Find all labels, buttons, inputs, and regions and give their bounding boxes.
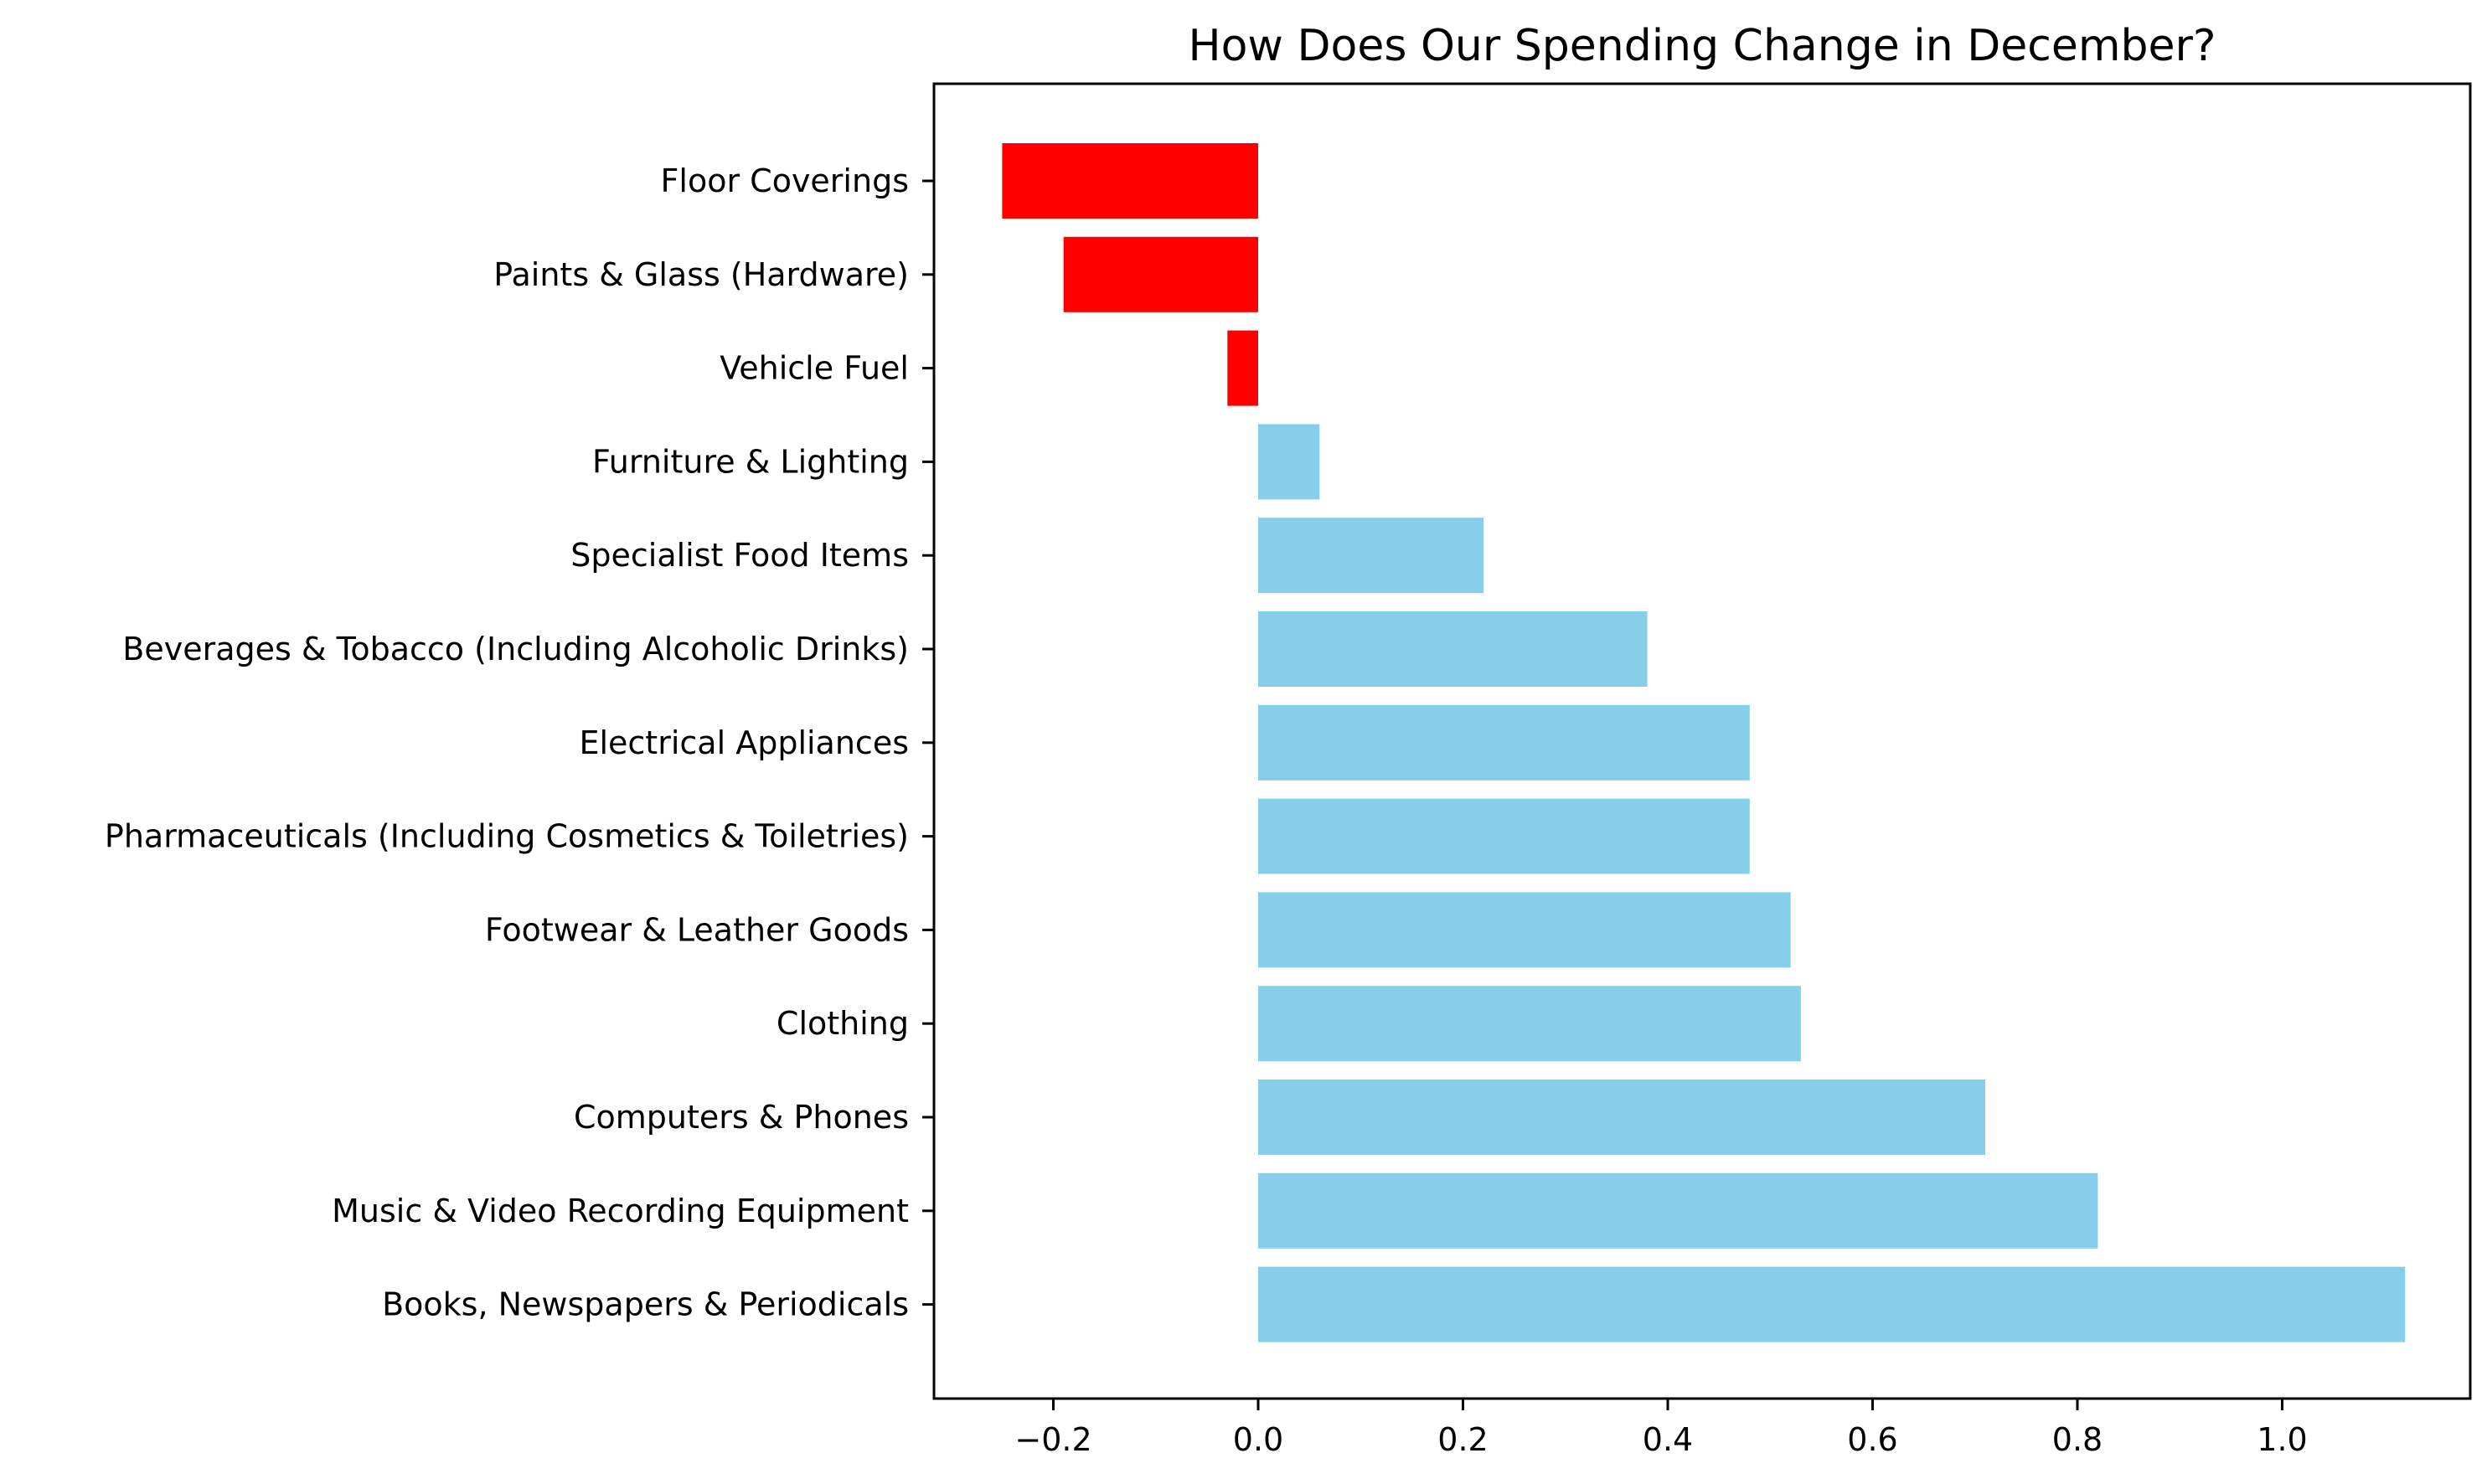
y-tick-label: Electrical Appliances <box>579 724 909 761</box>
bar <box>1063 236 1258 312</box>
bar <box>1258 1080 1985 1155</box>
x-tick-label: 0.4 <box>1643 1421 1693 1458</box>
x-tick-label: 0.6 <box>1847 1421 1897 1458</box>
y-tick-label: Music & Video Recording Equipment <box>332 1193 909 1229</box>
y-tick-label: Pharmaceuticals (Including Cosmetics & T… <box>105 818 909 855</box>
y-tick-label: Footwear & Leather Goods <box>485 911 909 948</box>
plot-frame <box>932 82 2472 1400</box>
x-tick-label: 0.2 <box>1437 1421 1488 1458</box>
y-tick-label: Clothing <box>777 1005 909 1042</box>
y-tick-label: Floor Coverings <box>661 162 909 199</box>
bar <box>1258 518 1483 594</box>
x-tick-label: −0.2 <box>1014 1421 1091 1458</box>
bar <box>1258 892 1791 968</box>
x-tick-label: 1.0 <box>2257 1421 2307 1458</box>
y-tick-label: Vehicle Fuel <box>720 350 909 387</box>
bars-layer <box>1002 143 2406 1342</box>
y-tick-label: Furniture & Lighting <box>592 443 909 480</box>
bar <box>1258 1172 2098 1249</box>
bar <box>1002 143 1258 219</box>
bar <box>1258 704 1750 781</box>
y-tick-label: Specialist Food Items <box>570 537 909 574</box>
bar <box>1258 798 1750 874</box>
y-tick-label: Paints & Glass (Hardware) <box>493 256 909 293</box>
y-tick-label: Computers & Phones <box>574 1099 909 1136</box>
bar <box>1258 611 1648 687</box>
bar <box>1258 424 1320 500</box>
bar <box>1227 330 1258 406</box>
x-tick-label: 0.8 <box>2052 1421 2103 1458</box>
y-axis: Floor Coverings Paints & Glass (Hardware)… <box>105 162 934 1323</box>
bar <box>1258 986 1801 1062</box>
x-axis: −0.2 0.0 0.2 0.4 0.6 0.8 1.0 <box>1014 1399 2308 1458</box>
bar <box>1258 1266 2406 1342</box>
y-tick-label: Beverages & Tobacco (Including Alcoholic… <box>122 631 909 667</box>
y-tick-label: Books, Newspapers & Periodicals <box>382 1286 909 1323</box>
chart-title: How Does Our Spending Change in December… <box>1189 21 2216 71</box>
x-tick-label: 0.0 <box>1233 1421 1283 1458</box>
